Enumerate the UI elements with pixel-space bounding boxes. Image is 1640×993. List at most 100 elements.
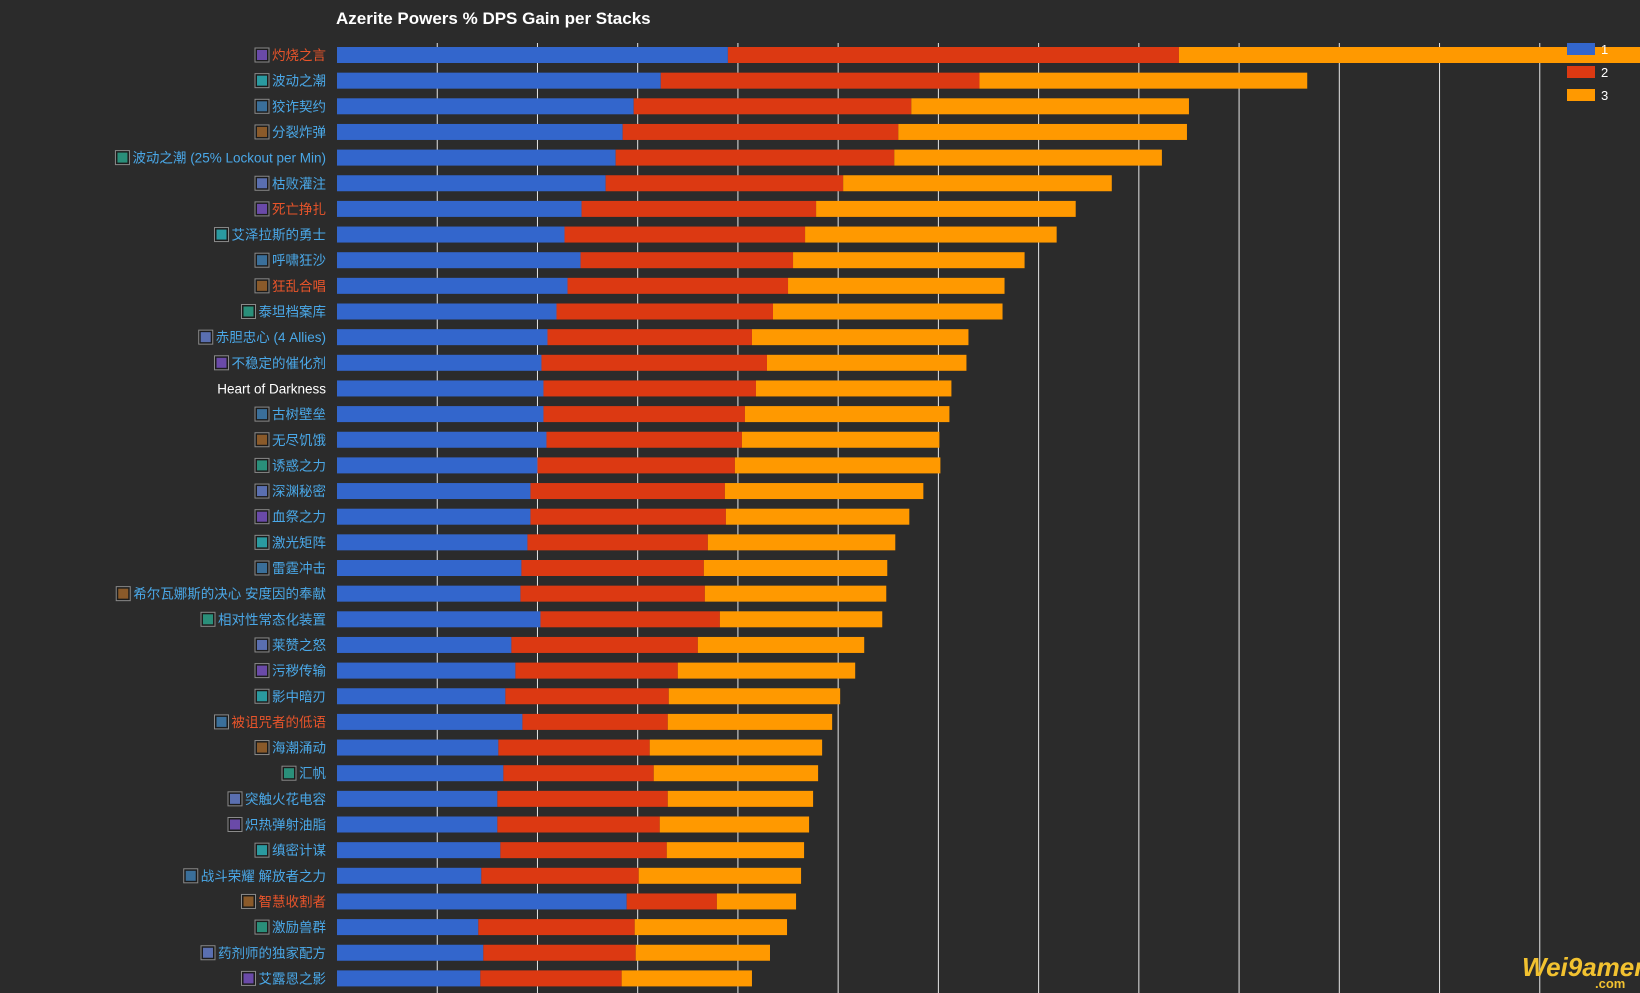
bar-segment-12-stack-1 [337, 329, 548, 346]
bar-segment-17-stack-2 [537, 457, 735, 474]
category-label: 突触火花电容 [245, 791, 326, 807]
teal-rune-icon [254, 98, 270, 114]
bar-segment-29-stack-3 [653, 765, 819, 782]
bar-segment-20-stack-1 [337, 534, 528, 551]
bar-segment-9-stack-1 [337, 252, 581, 269]
legend: 1 2 3 [1567, 42, 1608, 103]
category-label: 死亡挣扎 [272, 202, 326, 217]
category-label: 狂乱合唱 [272, 279, 326, 294]
glory-icon-glyph [185, 870, 196, 881]
bar-segment-36-stack-2 [483, 944, 636, 961]
bar-segment-19-stack-2 [530, 508, 726, 525]
category-label: 激光矩阵 [272, 535, 326, 550]
category-label: 灼烧之言 [272, 48, 326, 63]
bar-segment-14-stack-1 [337, 380, 544, 397]
bar-segment-25-stack-2 [515, 662, 678, 679]
bar-segment-24-stack-3 [697, 636, 865, 653]
tree-icon-glyph [257, 409, 267, 420]
category-label: 波动之潮 (25% Lockout per Min) [132, 151, 326, 166]
bars [337, 47, 1640, 987]
spark-icon [227, 791, 243, 807]
category-label: 枯败灌注 [272, 176, 326, 191]
bar-segment-29-stack-2 [503, 765, 654, 782]
legend-swatch-1 [1567, 43, 1595, 55]
bar-segment-37-stack-1 [337, 970, 481, 987]
bar-segment-13-stack-3 [766, 354, 967, 371]
beast-icon [254, 919, 270, 935]
bar-segment-29-stack-1 [337, 765, 504, 782]
ally-icon-glyph [200, 332, 211, 343]
bar-segment-31-stack-1 [337, 816, 498, 833]
bar-segment-32-stack-3 [666, 842, 805, 859]
gear-device-icon-glyph [203, 614, 213, 625]
harvester-icon-glyph [243, 896, 254, 907]
bar-segment-16-stack-3 [741, 431, 940, 448]
bar-segment-27-stack-1 [337, 713, 523, 730]
bar-segment-21-stack-2 [521, 560, 704, 576]
category-label: 血祭之力 [272, 510, 326, 525]
bar-segment-4-stack-2 [622, 123, 899, 140]
legend-swatch-3 [1567, 89, 1595, 101]
bar-segment-20-stack-2 [527, 534, 708, 551]
bar-segment-30-stack-3 [667, 790, 814, 807]
bar-segment-15-stack-1 [337, 406, 544, 423]
bar-segment-2-stack-3 [979, 72, 1308, 89]
potion-icon-glyph [203, 947, 213, 958]
void-icon [254, 278, 270, 294]
bar-segment-33-stack-3 [638, 867, 802, 884]
bar-segment-21-stack-3 [703, 560, 888, 576]
bar-segment-17-stack-1 [337, 457, 538, 474]
bar-segment-8-stack-2 [564, 226, 806, 243]
bar-segment-1-stack-3 [1178, 47, 1640, 63]
bar-segment-24-stack-2 [511, 636, 698, 653]
bar-segment-15-stack-2 [543, 406, 745, 423]
bar-segment-17-stack-3 [734, 457, 941, 474]
harvester-icon [241, 893, 256, 909]
bar-segment-23-stack-1 [337, 611, 541, 628]
bar-segment-26-stack-3 [668, 688, 841, 705]
bar-segment-31-stack-2 [497, 816, 660, 833]
potion-icon [200, 945, 216, 961]
category-label: 分裂炸弹 [272, 125, 326, 140]
category-label: 雷霆冲击 [272, 561, 326, 576]
bar-segment-7-stack-2 [581, 200, 817, 217]
bar-segment-19-stack-1 [337, 508, 531, 525]
abyss-icon [254, 483, 270, 499]
bar-segment-31-stack-3 [659, 816, 810, 833]
legend-label-2: 2 [1601, 65, 1608, 80]
helm-icon [214, 227, 229, 243]
siren-icon-glyph [257, 460, 267, 471]
blue-orb-icon-glyph [257, 178, 267, 189]
category-label: 缜密计谋 [272, 842, 326, 858]
category-label: 古树壁垒 [272, 407, 326, 422]
bar-segment-16-stack-1 [337, 431, 547, 448]
bar-segment-12-stack-2 [547, 329, 752, 346]
category-label: 药剂师的独家配方 [218, 945, 326, 961]
bomb-icon [254, 124, 270, 140]
bar-segment-28-stack-1 [337, 739, 499, 756]
bar-segment-12-stack-3 [751, 329, 969, 346]
category-label: 影中暗刃 [272, 689, 326, 704]
tide-icon [254, 740, 270, 756]
bar-segment-35-stack-3 [634, 919, 788, 936]
whisper-icon [214, 714, 229, 730]
watermark-sub: .com [1595, 976, 1625, 991]
bar-segment-24-stack-1 [337, 636, 512, 653]
bar-segment-34-stack-1 [337, 893, 627, 910]
category-label: 被诅咒者的低语 [232, 715, 327, 730]
bar-segment-11-stack-1 [337, 303, 557, 320]
category-label: 泰坦档案库 [259, 304, 327, 320]
bar-segment-25-stack-3 [677, 662, 856, 679]
glory-icon [183, 868, 199, 884]
category-label: Heart of Darkness [217, 381, 326, 396]
helm-icon-glyph [216, 229, 227, 240]
bar-segment-21-stack-1 [337, 560, 522, 576]
category-label: 艾泽拉斯的勇士 [232, 228, 327, 243]
blood-icon-glyph [257, 511, 267, 522]
watermark-text: Wei9amer [1522, 952, 1640, 982]
bar-segment-37-stack-3 [621, 970, 752, 987]
category-label: 战斗荣耀 解放者之力 [201, 869, 326, 884]
bar-segment-22-stack-2 [520, 585, 705, 602]
teal-wave-icon [114, 150, 130, 166]
